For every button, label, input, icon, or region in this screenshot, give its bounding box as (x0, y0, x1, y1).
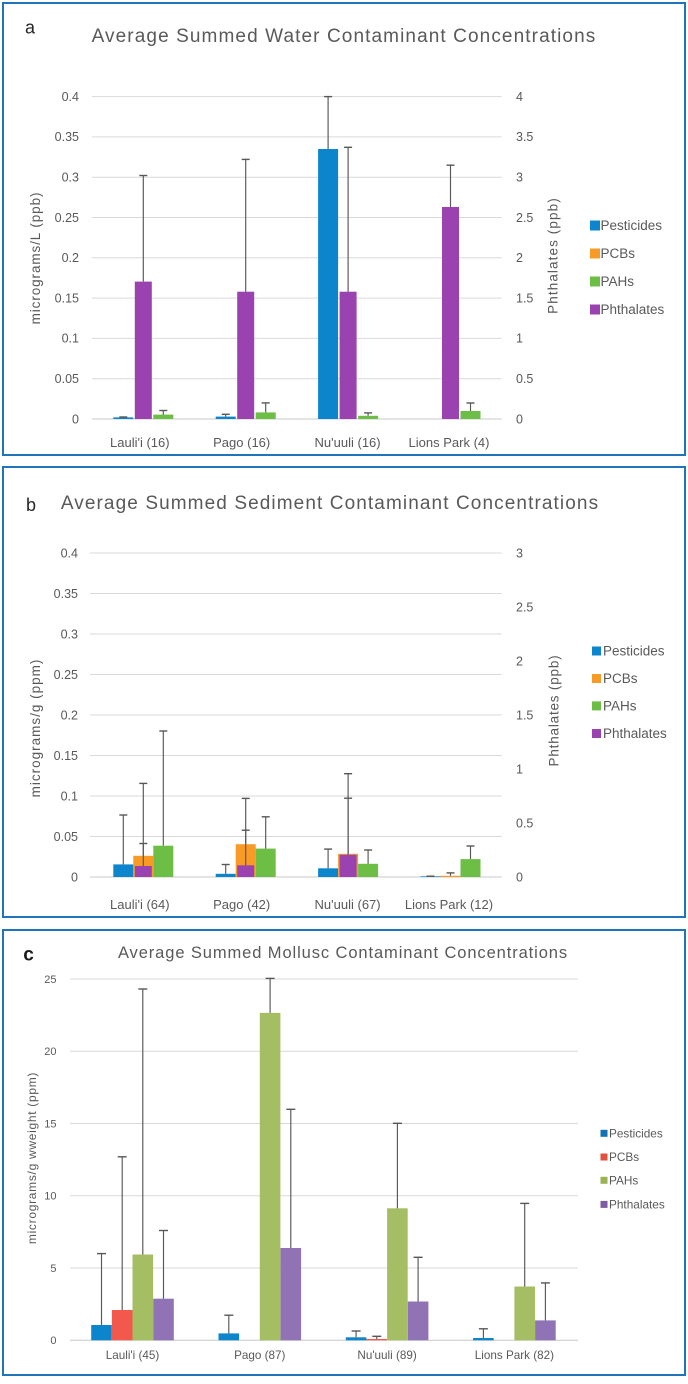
svg-text:4: 4 (516, 90, 523, 104)
svg-text:c: c (23, 945, 34, 966)
svg-text:2.5: 2.5 (516, 211, 533, 225)
svg-text:3: 3 (516, 546, 523, 560)
svg-text:Phthalates (ppb): Phthalates (ppb) (547, 655, 562, 767)
svg-text:Lions Park (82): Lions Park (82) (475, 1349, 554, 1362)
svg-text:0: 0 (72, 412, 79, 426)
svg-text:0.25: 0.25 (54, 668, 78, 682)
svg-text:0.05: 0.05 (54, 830, 78, 844)
svg-text:Phthalates: Phthalates (609, 1198, 665, 1212)
svg-text:2: 2 (516, 251, 523, 265)
svg-text:0.3: 0.3 (62, 171, 79, 185)
svg-text:a: a (25, 18, 36, 38)
svg-text:0.2: 0.2 (61, 708, 78, 722)
svg-text:Pago (42): Pago (42) (213, 897, 270, 912)
svg-text:PAHs: PAHs (609, 1173, 638, 1187)
svg-text:Phthalates (ppb): Phthalates (ppb) (546, 197, 561, 314)
svg-text:Nu'uuli (67): Nu'uuli (67) (315, 897, 381, 912)
svg-text:2: 2 (516, 654, 523, 668)
svg-text:PCBs: PCBs (603, 671, 638, 686)
svg-text:0.5: 0.5 (516, 372, 533, 386)
svg-text:0.05: 0.05 (55, 372, 79, 386)
svg-text:Lauli'i (45): Lauli'i (45) (106, 1349, 160, 1362)
svg-text:1: 1 (516, 762, 523, 776)
svg-text:Phthalates: Phthalates (601, 302, 665, 317)
svg-text:Lauli'i (16): Lauli'i (16) (110, 435, 170, 450)
svg-text:0: 0 (71, 870, 78, 884)
svg-text:5: 5 (50, 1263, 56, 1275)
svg-text:PAHs: PAHs (603, 699, 637, 714)
svg-text:Nu'uuli (89): Nu'uuli (89) (357, 1349, 417, 1362)
svg-text:micrograms/g wweight (ppm): micrograms/g wweight (ppm) (25, 1072, 39, 1244)
svg-text:Average Summed Water Contamina: Average Summed Water Contaminant Concent… (92, 26, 597, 47)
svg-text:0.1: 0.1 (61, 789, 78, 803)
svg-text:PCBs: PCBs (601, 246, 636, 261)
svg-text:Lions Park (4): Lions Park (4) (409, 435, 490, 450)
svg-text:0.3: 0.3 (61, 627, 78, 641)
svg-text:Average Summed Sediment Contam: Average Summed Sediment Contaminant Conc… (61, 493, 599, 514)
svg-text:Lauli'i (64): Lauli'i (64) (110, 897, 170, 912)
svg-text:0.4: 0.4 (61, 546, 78, 560)
svg-text:Pesticides: Pesticides (603, 644, 665, 659)
svg-text:3: 3 (516, 171, 523, 185)
svg-text:0: 0 (516, 870, 523, 884)
svg-text:0.1: 0.1 (62, 332, 79, 346)
svg-text:Pago (87): Pago (87) (234, 1349, 285, 1362)
svg-text:1: 1 (516, 332, 523, 346)
svg-text:Lions Park (12): Lions Park (12) (405, 897, 493, 912)
svg-text:1.5: 1.5 (516, 291, 533, 305)
svg-text:0.4: 0.4 (62, 90, 79, 104)
svg-text:0: 0 (50, 1335, 56, 1347)
svg-text:0.2: 0.2 (62, 251, 79, 265)
svg-text:0.5: 0.5 (516, 816, 533, 830)
svg-text:0.35: 0.35 (54, 587, 78, 601)
svg-text:10: 10 (44, 1191, 56, 1203)
svg-text:2.5: 2.5 (516, 600, 533, 614)
svg-text:20: 20 (44, 1046, 56, 1058)
svg-text:0.15: 0.15 (55, 291, 79, 305)
svg-text:micrograms/L (ppb): micrograms/L (ppb) (28, 192, 43, 325)
svg-text:Phthalates: Phthalates (603, 726, 667, 741)
svg-text:0: 0 (516, 412, 523, 426)
svg-text:Average Summed Mollusc Contami: Average Summed Mollusc Contaminant Conce… (118, 944, 568, 962)
svg-text:Pago (16): Pago (16) (213, 435, 270, 450)
svg-text:PCBs: PCBs (609, 1150, 639, 1164)
svg-text:25: 25 (44, 974, 56, 986)
svg-text:0.25: 0.25 (55, 211, 79, 225)
svg-text:0.35: 0.35 (55, 130, 79, 144)
svg-text:Pesticides: Pesticides (609, 1126, 663, 1140)
svg-text:Pesticides: Pesticides (601, 218, 663, 233)
svg-text:PAHs: PAHs (601, 274, 635, 289)
svg-text:micrograms/g (ppm): micrograms/g (ppm) (28, 659, 43, 798)
svg-text:15: 15 (44, 1118, 56, 1130)
svg-text:1.5: 1.5 (516, 708, 533, 722)
svg-text:0.15: 0.15 (54, 749, 78, 763)
svg-text:b: b (26, 495, 36, 515)
svg-text:Nu'uuli (16): Nu'uuli (16) (315, 435, 381, 450)
svg-text:3.5: 3.5 (516, 130, 533, 144)
